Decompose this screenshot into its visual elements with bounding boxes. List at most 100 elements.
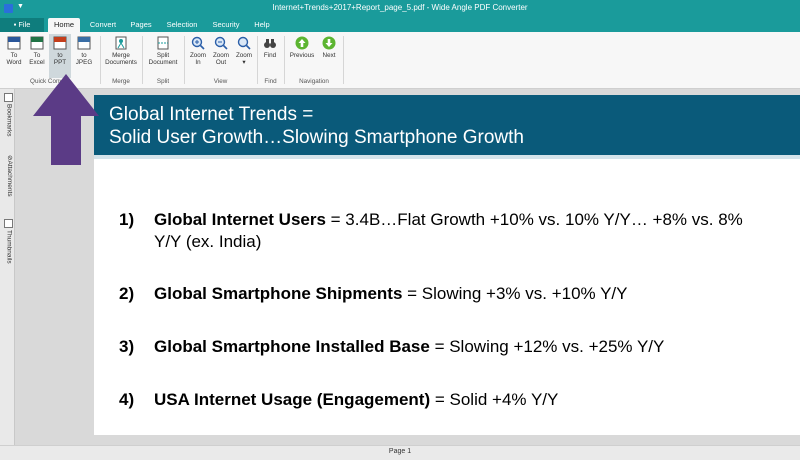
window-title: Internet+Trends+2017+Report_page_5.pdf -… (272, 3, 528, 12)
slide-header: Global Internet Trends = Solid User Grow… (94, 95, 800, 159)
tab-home[interactable]: Home (48, 18, 80, 32)
excel-file-icon (30, 36, 44, 50)
group-label-view: View (213, 78, 228, 85)
ribbon-divider (343, 36, 344, 84)
to-word-button[interactable]: To Word (3, 34, 25, 78)
tab-file[interactable]: ▪ File (0, 18, 44, 32)
split-document-button[interactable]: Split Document (145, 34, 181, 78)
attachments-label: Attachments (6, 160, 13, 197)
list-item-number: 3) (119, 337, 135, 356)
list-item-heading: Global Smartphone Installed Base (154, 337, 430, 356)
arrow-up-icon (295, 36, 309, 50)
title-bar: ▼ Internet+Trends+2017+Report_page_5.pdf… (0, 0, 800, 18)
list-item-number: 2) (119, 284, 135, 303)
zoom-out-label-1: Zoom (212, 52, 230, 59)
group-label-find: Find (264, 78, 277, 85)
previous-button[interactable]: Previous (287, 34, 317, 78)
file-menu-icon: ▪ (13, 20, 19, 29)
zoom-out-icon (214, 36, 228, 50)
slide-title: Global Internet Trends = Solid User Grow… (109, 103, 524, 149)
paperclip-icon: ⊘ (6, 155, 13, 161)
thumbnail-icon (4, 219, 13, 228)
arrow-up-annotation-icon (33, 74, 99, 165)
binoculars-icon (264, 39, 276, 48)
to-excel-button[interactable]: To Excel (26, 34, 48, 78)
split-label-2: Document (148, 59, 178, 66)
merge-label-1: Merge (112, 52, 130, 59)
app-icon[interactable] (4, 4, 13, 13)
list-item-heading: Global Smartphone Shipments (154, 284, 403, 303)
ribbon-divider (142, 36, 143, 84)
ribbon-divider (257, 36, 258, 84)
bookmark-icon (4, 93, 13, 102)
to-ppt-label-1: to (57, 52, 63, 59)
zoom-out-label-2: Out (215, 59, 227, 66)
slide-title-line-1: Global Internet Trends = (109, 104, 314, 125)
bookmarks-tab[interactable]: Bookmarks (1, 93, 13, 153)
zoom-in-label-2: In (195, 59, 201, 66)
merge-icon (115, 36, 127, 50)
pdf-page: Global Internet Trends = Solid User Grow… (94, 95, 800, 435)
list-item-heading: USA Internet Usage (Engagement) (154, 390, 431, 409)
zoom-out-button[interactable]: Zoom Out (210, 34, 232, 78)
list-item-text: = Slowing +3% vs. +10% Y/Y (402, 284, 628, 303)
arrow-down-icon (322, 36, 336, 50)
next-label: Next (322, 52, 336, 59)
zoom-in-icon (191, 36, 205, 50)
ribbon-divider (100, 36, 101, 84)
list-item-heading: Global Internet Users (154, 210, 326, 229)
quick-access-dropdown-icon[interactable]: ▼ (17, 3, 24, 10)
tab-convert[interactable]: Convert (89, 20, 117, 29)
to-excel-label-1: To (33, 52, 41, 59)
zoom-in-label-1: Zoom (189, 52, 207, 59)
tab-help[interactable]: Help (254, 20, 270, 29)
to-ppt-button[interactable]: to PPT (49, 34, 71, 78)
document-viewer[interactable]: Global Internet Trends = Solid User Grow… (15, 89, 800, 445)
zoom-in-button[interactable]: Zoom In (187, 34, 209, 78)
tab-selection[interactable]: Selection (166, 20, 198, 29)
zoom-label: Zoom (235, 52, 253, 59)
jpeg-file-icon (77, 36, 91, 50)
attachments-tab[interactable]: ⊘Attachments (1, 155, 13, 217)
status-bar: Page 1 (0, 445, 800, 460)
to-jpeg-label-2: JPEG (75, 59, 93, 66)
list-item-text: = Solid +4% Y/Y (430, 390, 559, 409)
ribbon-divider (284, 36, 285, 84)
header-divider (94, 155, 800, 159)
group-label-merge: Merge (112, 78, 130, 85)
group-label-quick-convert: Quick Convert (30, 78, 70, 85)
ribbon: To Word To Excel to PPT to JPEG Quick Conver… (0, 32, 800, 89)
to-excel-label-2: Excel (29, 59, 45, 66)
slide-title-line-2: Solid User Growth…Slowing Smartphone Gro… (109, 127, 525, 148)
to-ppt-label-2: PPT (53, 59, 67, 66)
zoom-dropdown-button[interactable]: Zoom ▾ (233, 34, 255, 78)
list-item-text: = Slowing +12% vs. +25% Y/Y (429, 337, 665, 356)
word-file-icon (7, 36, 21, 50)
list-item-number: 1) (119, 210, 135, 229)
group-label-split: Split (156, 78, 170, 85)
previous-label: Previous (289, 52, 315, 59)
chevron-down-icon: ▾ (242, 59, 246, 66)
thumbnails-tab[interactable]: Thumbnails (1, 219, 13, 279)
to-word-label-2: Word (6, 59, 22, 66)
list-item-number: 4) (119, 390, 135, 409)
find-button[interactable]: Find (259, 34, 281, 78)
merge-label-2: Documents (105, 59, 137, 66)
side-panel: Bookmarks ⊘Attachments Thumbnails (0, 89, 15, 445)
tab-security[interactable]: Security (212, 20, 240, 29)
group-label-navigation: Navigation (299, 78, 329, 85)
find-label: Find (263, 52, 277, 59)
thumbnails-label: Thumbnails (5, 230, 13, 264)
next-button[interactable]: Next (318, 34, 340, 78)
bookmarks-label: Bookmarks (5, 104, 13, 137)
to-jpeg-button[interactable]: to JPEG (73, 34, 95, 78)
zoom-icon (237, 36, 251, 50)
to-word-label-1: To (10, 52, 18, 59)
list-item-text: = 3.4B…Flat Growth +10% vs. 10% Y/Y… +8%… (154, 210, 743, 251)
merge-documents-button[interactable]: Merge Documents (103, 34, 139, 78)
tab-pages[interactable]: Pages (130, 20, 152, 29)
tab-file-label: File (18, 20, 31, 29)
split-label-1: Split (156, 52, 170, 59)
split-icon (157, 36, 169, 50)
page-indicator: Page 1 (388, 448, 412, 455)
